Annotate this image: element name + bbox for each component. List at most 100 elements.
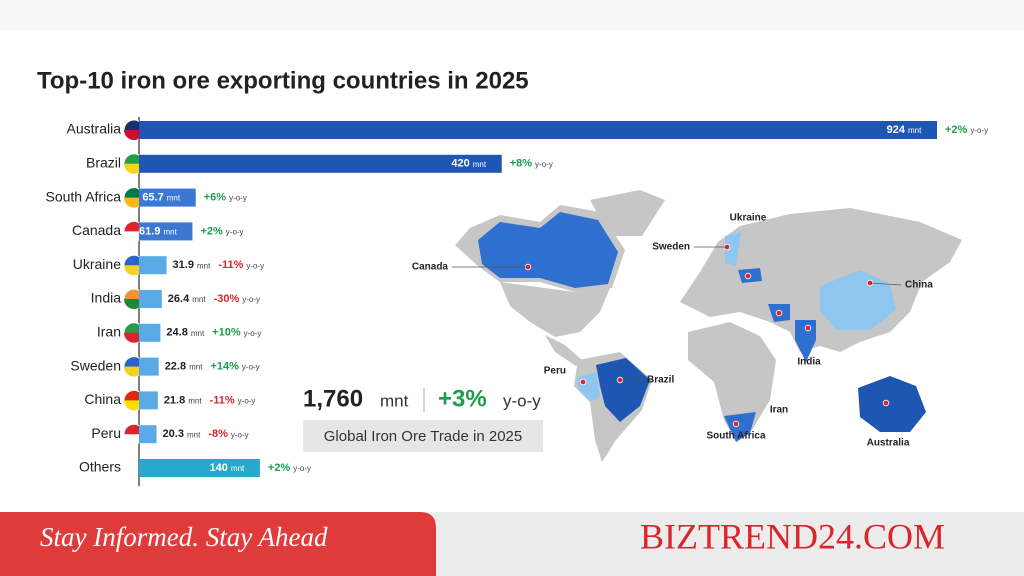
map-label: Iran (770, 405, 788, 416)
bar (139, 425, 157, 444)
change-unit: y-o-y (242, 363, 260, 372)
map-label: Peru (544, 366, 566, 377)
map-label: South Africa (706, 431, 766, 442)
map-label: India (797, 357, 821, 368)
category-label: Peru (91, 425, 121, 441)
change-unit: y-o-y (226, 228, 244, 237)
map-label: Brazil (647, 375, 674, 386)
map-label: China (905, 280, 933, 291)
value-label: 31.9 (173, 259, 194, 271)
value-unit: mnt (163, 228, 177, 237)
map-label: Australia (867, 438, 910, 449)
change-unit: y-o-y (238, 397, 256, 406)
value-label: 20.3 (163, 428, 184, 440)
bar (139, 154, 502, 173)
change-unit: y-o-y (231, 430, 249, 439)
country-india (795, 320, 816, 362)
map-label: Canada (412, 262, 449, 273)
map-dot (579, 378, 587, 386)
change-unit: y-o-y (246, 261, 264, 270)
value-label: 420 (451, 158, 469, 170)
change-label: +6% (204, 192, 227, 204)
caption-box (303, 420, 543, 452)
category-label: China (84, 391, 121, 407)
footer-banner (0, 512, 436, 576)
land (688, 322, 776, 442)
bar (139, 459, 260, 477)
bar (139, 357, 159, 376)
change-label: +2% (945, 124, 968, 136)
category-label: Sweden (70, 357, 121, 373)
change-label: -11% (210, 394, 235, 406)
category-label: Australia (67, 121, 122, 137)
value-unit: mnt (197, 261, 211, 270)
category-label: Canada (72, 222, 121, 238)
summary-change: +3% (438, 385, 487, 412)
change-label: +10% (212, 327, 241, 339)
category-label: Others (79, 459, 121, 475)
value-unit: mnt (908, 126, 922, 135)
bar (139, 391, 158, 410)
footer-brand: BIZTREND24.COM (640, 516, 945, 556)
bar (139, 256, 167, 275)
map-dot (804, 324, 812, 332)
value-unit: mnt (473, 160, 487, 169)
value-label: 65.7 (142, 192, 163, 204)
summary-total: 1,760 (303, 385, 363, 412)
country-brazil (596, 358, 650, 422)
country-canada (478, 212, 618, 288)
land (545, 335, 582, 366)
category-label: Iran (97, 324, 121, 340)
land (590, 190, 665, 236)
value-label: 24.8 (166, 327, 187, 339)
country-sweden (725, 232, 741, 266)
footer-tagline: Stay Informed. Stay Ahead (40, 522, 328, 552)
value-label: 26.4 (168, 293, 190, 305)
value-label: 140 (210, 462, 228, 474)
change-label: +8% (510, 158, 533, 170)
change-label: +14% (210, 361, 239, 373)
change-unit: y-o-y (535, 160, 553, 169)
change-label: -8% (208, 428, 228, 440)
map-label: Sweden (652, 242, 690, 253)
value-label: 21.8 (164, 394, 185, 406)
value-unit: mnt (187, 430, 201, 439)
value-unit: mnt (231, 464, 245, 473)
map-dot (732, 420, 740, 428)
value-label: 22.8 (165, 361, 186, 373)
category-label: South Africa (46, 188, 122, 204)
country-south-africa (724, 412, 756, 442)
value-unit: mnt (192, 295, 206, 304)
top-strip (0, 0, 1024, 30)
world-map (455, 190, 962, 462)
change-unit: y-o-y (293, 464, 311, 473)
change-unit: y-o-y (244, 329, 262, 338)
value-unit: mnt (189, 363, 203, 372)
change-unit: y-o-y (970, 126, 988, 135)
category-label: Ukraine (73, 256, 121, 272)
summary-caption: Global Iron Ore Trade in 2025 (324, 428, 522, 445)
map-dot (775, 309, 783, 317)
map-label: Ukraine (730, 213, 767, 224)
change-label: -30% (214, 293, 240, 305)
summary-change-unit: y-o-y (503, 391, 541, 410)
land (680, 208, 962, 352)
summary-unit: mnt (380, 391, 409, 410)
change-unit: y-o-y (242, 295, 260, 304)
map-leader (869, 282, 902, 286)
category-label: India (91, 290, 122, 306)
change-label: -11% (218, 259, 243, 271)
value-label: 61.9 (139, 225, 160, 237)
country-australia (858, 376, 926, 432)
land (500, 282, 610, 337)
bar (139, 222, 193, 241)
bar (139, 121, 937, 139)
value-label: 924 (887, 124, 906, 136)
summary: 1,760 mnt +3% y-o-y Global Iron Ore Trad… (303, 385, 543, 452)
value-unit: mnt (191, 329, 205, 338)
bar (139, 290, 162, 308)
chart-title: Top-10 iron ore exporting countries in 2… (37, 67, 529, 94)
change-label: +2% (268, 462, 291, 474)
category-label: Brazil (86, 155, 121, 171)
